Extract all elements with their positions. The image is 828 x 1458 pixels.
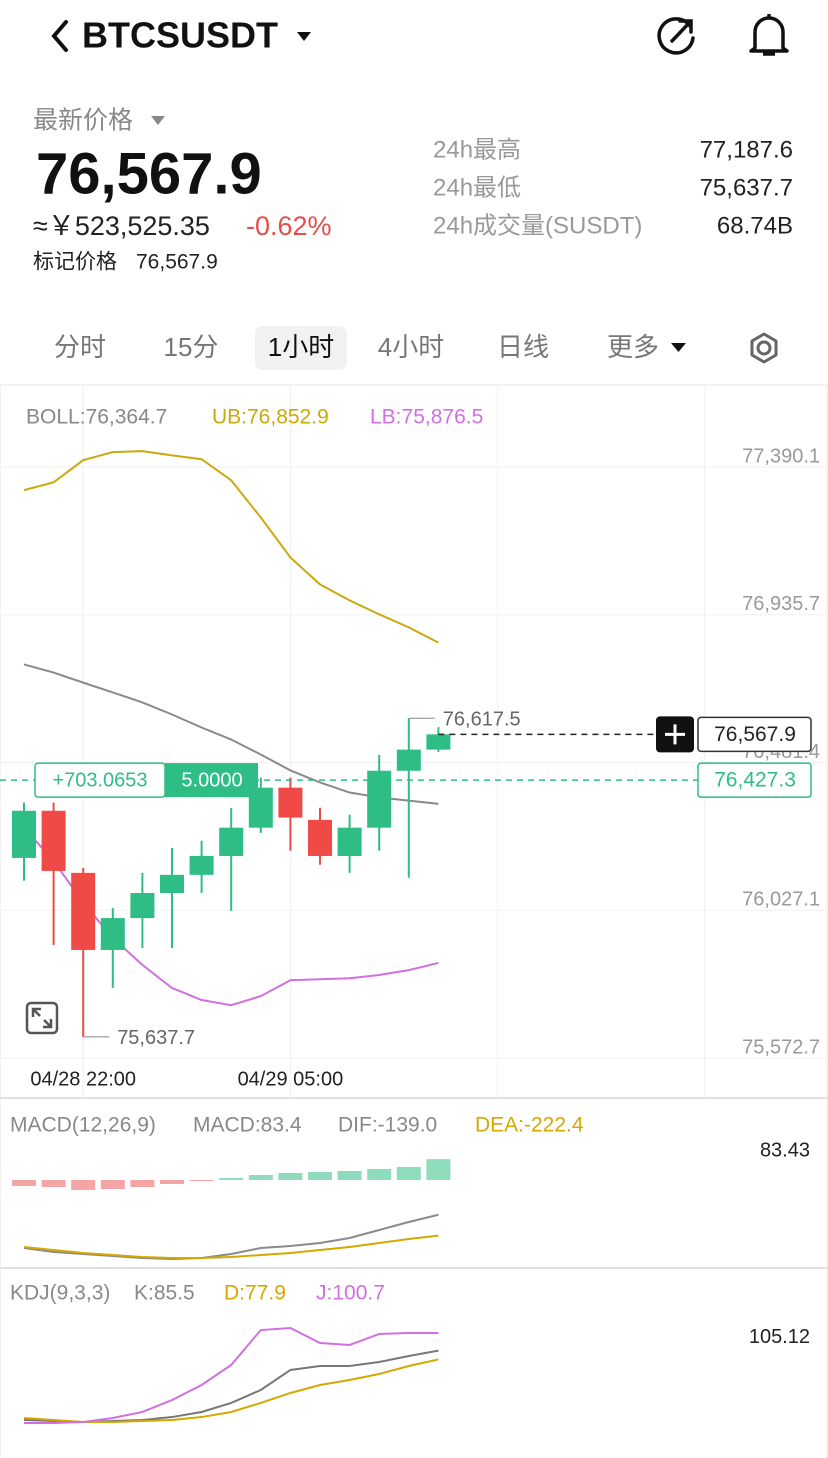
- candle-body: [248, 787, 273, 828]
- macd-bar: [308, 1172, 332, 1180]
- macd-bar: [278, 1173, 303, 1180]
- candle-body: [41, 810, 66, 871]
- boll-label: BOLL:76,364.7: [26, 406, 167, 429]
- tab-selected-bg: [255, 326, 347, 370]
- position-pnl: +703.0653: [52, 769, 147, 791]
- back-icon[interactable]: [51, 20, 68, 52]
- tabs: 分时 15分 1小时 4小时 日线 更多: [54, 326, 686, 370]
- mark-label: 标记价格: [33, 251, 117, 274]
- candle-body: [189, 855, 214, 875]
- stat-value: 75,637.7: [700, 174, 793, 201]
- ub-label: UB:76,852.9: [212, 406, 329, 429]
- more-dropdown: [671, 343, 686, 352]
- stat-value: 77,187.6: [700, 136, 793, 163]
- price-dropdown[interactable]: [151, 116, 165, 125]
- macd-bar: [337, 1171, 362, 1180]
- macd-bar: [219, 1178, 244, 1180]
- macd-bar: [189, 1180, 214, 1181]
- candle-body: [12, 810, 36, 858]
- tab[interactable]: 4小时: [378, 332, 444, 362]
- tab[interactable]: 1小时: [268, 332, 334, 362]
- stat-value: 68.74B: [717, 212, 793, 239]
- settings-icon[interactable]: [750, 332, 778, 364]
- mark-price-box: [697, 762, 812, 798]
- last-price-box: [697, 716, 812, 753]
- high-label: 76,617.5: [443, 709, 521, 731]
- position-size: 5.0000: [181, 769, 242, 791]
- kdj-axis-label: 105.12: [749, 1326, 810, 1348]
- last-price-text: 76,567.9: [714, 723, 796, 746]
- y-tick-label: 76,935.7: [742, 593, 820, 615]
- tab[interactable]: 分时: [54, 332, 106, 362]
- candle-body: [337, 827, 362, 856]
- macd-name: MACD(12,26,9): [10, 1114, 156, 1137]
- dif-value: DIF:-139.0: [338, 1114, 437, 1137]
- tab[interactable]: 更多: [607, 332, 659, 362]
- dea-line: [23, 1234, 439, 1259]
- symbol[interactable]: BTCSUSDT: [82, 15, 278, 56]
- candle-body: [396, 749, 421, 771]
- y-tick-label: 75,572.7: [742, 1036, 820, 1058]
- candle-body: [278, 787, 303, 818]
- candle-body: [160, 874, 184, 894]
- candle-body: [71, 872, 96, 950]
- k-value: K:85.5: [134, 1282, 195, 1305]
- low-label: 75,637.7: [117, 1027, 195, 1049]
- last-price: 76,567.9: [36, 141, 262, 206]
- y-tick-label: 77,390.1: [742, 445, 820, 467]
- symbol-dropdown[interactable]: [297, 32, 311, 41]
- j-value: J:100.7: [316, 1282, 385, 1305]
- mark-price: 76,567.9: [136, 251, 218, 274]
- j-line: [24, 1326, 439, 1424]
- position-size-box[interactable]: [165, 763, 258, 798]
- candle-body: [100, 918, 125, 950]
- x-tick-label: 04/29 05:00: [238, 1068, 344, 1090]
- stat-label: 24h最低: [433, 174, 521, 201]
- price-label[interactable]: 最新价格: [33, 107, 133, 135]
- y-tick-label: 76,027.1: [742, 889, 820, 911]
- tab[interactable]: 日线: [497, 332, 549, 362]
- candle-body: [130, 893, 155, 919]
- macd-bar: [367, 1169, 392, 1180]
- add-order-plus: [665, 724, 685, 745]
- stats: 24h最高 77,187.6 24h最低 75,637.7 24h成交量(SUSDT) 6…: [433, 136, 793, 239]
- d-line: [23, 1358, 439, 1424]
- candle-body: [426, 734, 451, 750]
- share-icon[interactable]: [657, 17, 695, 55]
- price-change: -0.62%: [246, 211, 332, 241]
- x-tick-label: 04/28 22:00: [30, 1068, 136, 1090]
- macd-bar: [71, 1180, 96, 1190]
- macd-bar: [12, 1180, 36, 1186]
- macd-bar: [248, 1175, 273, 1180]
- cny-price: ≈￥523,525.35: [33, 211, 210, 241]
- candle-body: [308, 819, 332, 856]
- candle-body: [219, 827, 244, 856]
- d-value: D:77.9: [224, 1282, 286, 1305]
- tab[interactable]: 15分: [164, 332, 219, 362]
- candle-body: [367, 770, 392, 828]
- bell-icon[interactable]: [749, 14, 789, 56]
- macd-bar: [396, 1167, 421, 1180]
- macd-bar: [426, 1159, 451, 1180]
- kdj-name: KDJ(9,3,3): [10, 1282, 110, 1305]
- macd-axis-label: 83.43: [760, 1139, 810, 1161]
- macd-bar: [130, 1180, 155, 1187]
- macd-bar: [160, 1180, 184, 1184]
- dea-value: DEA:-222.4: [475, 1114, 584, 1137]
- plot: 77,390.176,935.776,481.476,027.175,572.7…: [0, 386, 828, 1424]
- macd-bar: [100, 1180, 125, 1189]
- ub-line: [23, 450, 439, 644]
- mark-price-text: 76,427.3: [714, 769, 796, 792]
- macd-bar: [41, 1180, 66, 1187]
- expand-icon[interactable]: [25, 1001, 59, 1035]
- stat-label: 24h最高: [433, 136, 521, 163]
- lb-label: LB:75,876.5: [370, 406, 483, 429]
- macd-value: MACD:83.4: [193, 1114, 302, 1137]
- stat-label: 24h成交量(SUSDT): [433, 212, 642, 239]
